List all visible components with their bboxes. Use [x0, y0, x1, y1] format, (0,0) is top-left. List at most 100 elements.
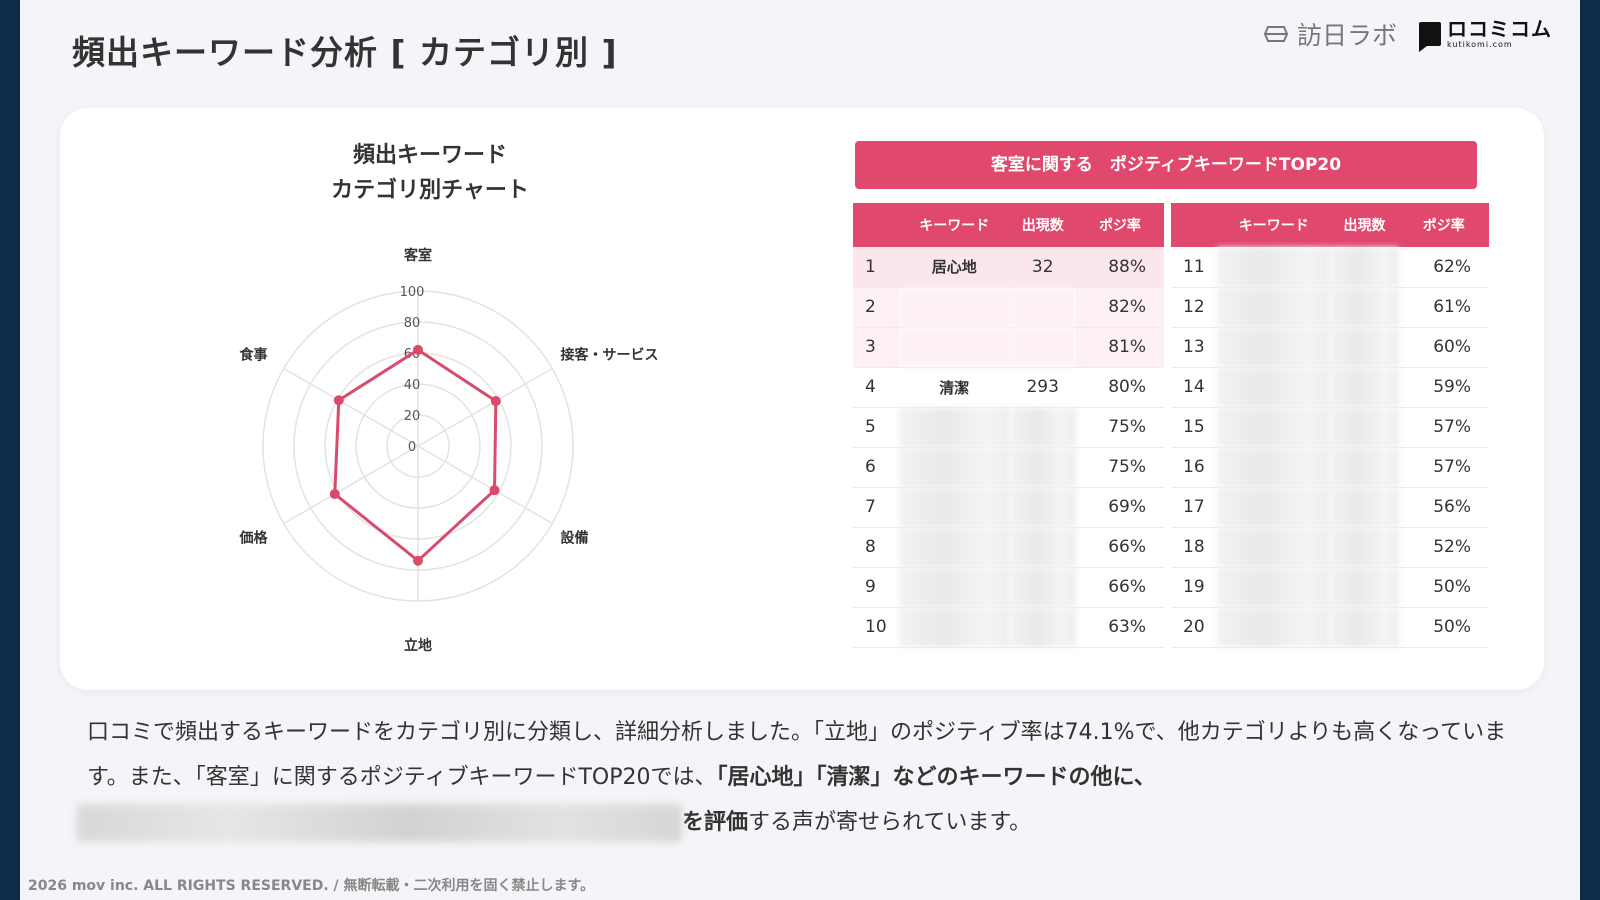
- count-cell: [1330, 607, 1399, 648]
- count-cell: [1330, 407, 1399, 448]
- count-cell: [1009, 407, 1076, 448]
- table-row: 5 75%: [853, 407, 1164, 448]
- radar-spoke: [283, 445, 419, 525]
- keyword-cell: [1217, 287, 1331, 328]
- radar-data-point: [490, 396, 501, 407]
- kuchikomi-logo-sub: kutikomi.com: [1447, 40, 1513, 49]
- rate-cell: 82%: [1075, 287, 1164, 328]
- rank-cell: 14: [1171, 367, 1217, 408]
- table-row: 18 52%: [1171, 527, 1489, 568]
- table-row: 10 63%: [853, 607, 1164, 648]
- table-row: 4 清潔 293 80%: [853, 367, 1164, 408]
- radar-tick-label: 20: [404, 409, 421, 424]
- count-cell: [1009, 327, 1076, 368]
- radar-data-point: [489, 485, 500, 496]
- rate-cell: 81%: [1075, 327, 1164, 368]
- radar-spoke: [417, 367, 553, 447]
- radar-category-label: 接客・サービス: [560, 347, 658, 364]
- table-row: 15 57%: [1171, 407, 1489, 448]
- kuchikomi-logo-text: ロコミコム: [1447, 17, 1552, 41]
- rate-cell: 52%: [1398, 527, 1489, 568]
- rate-cell: 62%: [1398, 247, 1489, 288]
- radar-data-point: [413, 344, 423, 355]
- description-text-1: 口コミで頻出するキーワードをカテゴリ別に分類し、詳細分析しました。「立地」のポジ…: [87, 720, 1507, 790]
- speech-bubble-icon: [1419, 22, 1441, 52]
- page-title: 頻出キーワード分析 [ カテゴリ別 ]: [72, 33, 618, 72]
- radar-data-point: [329, 489, 340, 500]
- keyword-cell: [1217, 407, 1331, 448]
- radar-category-label: 価格: [239, 530, 269, 547]
- rate-cell: 88%: [1075, 247, 1164, 288]
- count-cell: [1009, 567, 1076, 608]
- keyword-cell: 居心地: [899, 247, 1010, 288]
- keyword-cell: [1217, 567, 1331, 608]
- keyword-cell: [899, 327, 1010, 368]
- table-row: 17 56%: [1171, 487, 1489, 528]
- rate-cell: 63%: [1075, 607, 1164, 648]
- keyword-cell: [899, 447, 1010, 488]
- rate-cell: 50%: [1398, 607, 1489, 648]
- rate-cell: 57%: [1398, 407, 1489, 448]
- col-count: 出現数: [1009, 203, 1076, 247]
- rank-cell: 3: [853, 327, 899, 368]
- col-rank: [1171, 203, 1217, 247]
- count-cell: [1330, 487, 1399, 528]
- col-rate: ポジ率: [1075, 203, 1164, 247]
- table-row: 12 61%: [1171, 287, 1489, 328]
- rate-cell: 57%: [1398, 447, 1489, 488]
- rate-cell: 50%: [1398, 567, 1489, 608]
- radar-spoke: [283, 367, 419, 447]
- radar-tick-label: 0: [408, 440, 416, 455]
- rate-cell: 75%: [1075, 407, 1164, 448]
- houjin-lab-logo-icon: [1263, 26, 1289, 42]
- copyright-footer: 2026 mov inc. ALL RIGHTS RESERVED. / 無断転…: [28, 878, 595, 894]
- radar-category-label: 食事: [240, 347, 268, 364]
- rank-cell: 6: [853, 447, 899, 488]
- table-row: 19 50%: [1171, 567, 1489, 608]
- rank-cell: 18: [1171, 527, 1217, 568]
- table-row: 20 50%: [1171, 607, 1489, 648]
- count-cell: [1009, 287, 1076, 328]
- keyword-cell: [1217, 487, 1331, 528]
- count-cell: [1330, 527, 1399, 568]
- rank-cell: 13: [1171, 327, 1217, 368]
- count-cell: 32: [1009, 247, 1076, 288]
- table-row: 9 66%: [853, 567, 1164, 608]
- table-row: 6 75%: [853, 447, 1164, 488]
- chart-title-line1: 頻出キーワード: [352, 143, 507, 168]
- keyword-cell: [1217, 527, 1331, 568]
- count-cell: [1330, 447, 1399, 488]
- col-rank: [853, 203, 899, 247]
- rank-cell: 7: [853, 487, 899, 528]
- keyword-cell: [899, 407, 1010, 448]
- count-cell: [1330, 247, 1399, 288]
- rank-cell: 10: [853, 607, 899, 648]
- rate-cell: 75%: [1075, 447, 1164, 488]
- count-cell: [1009, 487, 1076, 528]
- rank-cell: 2: [853, 287, 899, 328]
- table-row: 7 69%: [853, 487, 1164, 528]
- rank-cell: 9: [853, 567, 899, 608]
- count-cell: 293: [1009, 367, 1076, 408]
- keyword-cell: [899, 527, 1010, 568]
- keyword-cell: [899, 487, 1010, 528]
- rank-cell: 1: [853, 247, 899, 288]
- count-cell: [1330, 327, 1399, 368]
- keyword-cell: [899, 287, 1010, 328]
- table-row: 14 59%: [1171, 367, 1489, 408]
- table-row: 3 81%: [853, 327, 1164, 368]
- col-keyword: キーワード: [1217, 203, 1331, 247]
- count-cell: [1009, 447, 1076, 488]
- table-row: 1 居心地 32 88%: [853, 247, 1164, 288]
- description-bold-1: 「居心地」「清潔」などのキーワードの他に、: [716, 765, 1156, 790]
- rank-cell: 20: [1171, 607, 1217, 648]
- keyword-cell: [1217, 607, 1331, 648]
- keyword-cell: [1217, 247, 1331, 288]
- content-card: 頻出キーワード カテゴリ別チャート 0 20 40 60 80 100 客室 接客・サービス設…: [60, 108, 1544, 690]
- col-rate: ポジ率: [1398, 203, 1489, 247]
- description-bold-2: を評価: [682, 810, 749, 835]
- rate-cell: 56%: [1398, 487, 1489, 528]
- description-text-2: する声が寄せられています。: [748, 810, 1032, 835]
- rate-cell: 59%: [1398, 367, 1489, 408]
